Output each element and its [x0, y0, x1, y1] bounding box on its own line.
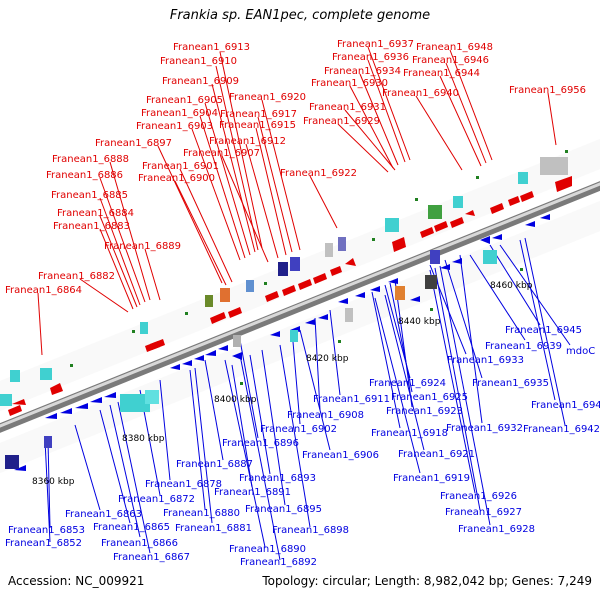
gene-label: Franean1_6915: [219, 120, 296, 131]
gene-label: Franean1_6895: [245, 504, 322, 515]
gene-label: Franean1_6939: [485, 341, 562, 352]
gene-label: Franean1_6937: [337, 39, 414, 50]
gene-label: Franean1_6881: [175, 523, 252, 534]
tick-markers: [70, 150, 568, 385]
gene-label: Franean1_6913: [173, 42, 250, 53]
gene-label: Franean1_6892: [240, 557, 317, 568]
gene-label: Franean1_6918: [371, 428, 448, 439]
gene-label: Franean1_6941: [531, 400, 600, 411]
gene-label: Franean1_6872: [118, 494, 195, 505]
gene-label: Franean1_6912: [209, 136, 286, 147]
gene-label: Franean1_6911: [313, 394, 390, 405]
gene-label: Franean1_6917: [220, 109, 297, 120]
gene-label: Franean1_6909: [162, 76, 239, 87]
gene-label: mdoC: [566, 346, 595, 357]
gene-label: Franean1_6866: [101, 538, 178, 549]
gene-label: Franean1_6896: [222, 438, 299, 449]
gene-label: Franean1_6944: [403, 68, 480, 79]
gene-label: Franean1_6925: [391, 392, 468, 403]
tick-label: 8380 kbp: [122, 434, 165, 444]
gene-label: Franean1_6907: [183, 148, 260, 159]
gene-label: Franean1_6902: [260, 424, 337, 435]
gene-label: Franean1_6890: [229, 544, 306, 555]
gene-label: Franean1_6924: [369, 378, 446, 389]
gene-label: Franean1_6863: [65, 509, 142, 520]
gene-label: Franean1_6865: [93, 522, 170, 533]
gene-label: Franean1_6852: [5, 538, 82, 549]
gene-label: Franean1_6897: [95, 138, 172, 149]
gene-label: Franean1_6910: [160, 56, 237, 67]
gene-label: Franean1_6948: [416, 42, 493, 53]
gene-label: Franean1_6930: [311, 78, 388, 89]
gene-label: Franean1_6885: [51, 190, 128, 201]
gene-label: Franean1_6936: [332, 52, 409, 63]
gene-label: Franean1_6927: [445, 507, 522, 518]
gene-label: Franean1_6919: [393, 473, 470, 484]
gene-label: Franean1_6904: [141, 108, 218, 119]
reverse-connectors: [44, 237, 571, 561]
tick-label: 8460 kbp: [490, 281, 533, 291]
gene-label: Franean1_6887: [176, 459, 253, 470]
forward-genes: [8, 176, 572, 416]
gene-label: Franean1_6922: [280, 168, 357, 179]
reverse-gene-labels: Franean1_6945 mdoC Franean1_6939 Franean…: [5, 325, 600, 568]
gene-label: Franean1_6934: [324, 66, 401, 77]
feature-blocks: [0, 157, 568, 469]
gene-label: Franean1_6935: [472, 378, 549, 389]
gene-label: Franean1_6921: [398, 449, 475, 460]
gene-label: Franean1_6931: [309, 102, 386, 113]
gene-label: Franean1_6853: [8, 525, 85, 536]
gene-label: Franean1_6864: [5, 285, 82, 296]
gene-label: Franean1_6945: [505, 325, 582, 336]
gene-label: Franean1_6884: [57, 208, 134, 219]
gene-label: Franean1_6928: [458, 524, 535, 535]
gene-label: Franean1_6903: [136, 121, 213, 132]
topology-text: Topology: circular; Length: 8,982,042 bp…: [262, 574, 592, 588]
gene-label: Franean1_6946: [412, 55, 489, 66]
gene-label: Franean1_6883: [53, 221, 130, 232]
accession-text: Accession: NC_009921: [8, 574, 145, 588]
gene-label: Franean1_6929: [303, 116, 380, 127]
forward-connectors: [37, 46, 557, 356]
forward-gene-labels: Franean1_6913 Franean1_6910 Franean1_690…: [5, 39, 586, 296]
gene-label: Franean1_6926: [440, 491, 517, 502]
gene-label: Franean1_6923: [386, 406, 463, 417]
gene-label: Franean1_6908: [287, 410, 364, 421]
map-title: Frankia sp. EAN1pec, complete genome: [169, 8, 431, 23]
gene-label: Franean1_6880: [163, 508, 240, 519]
genome-backbone: [0, 181, 600, 433]
gene-label: Franean1_6920: [229, 92, 306, 103]
gene-label: Franean1_6878: [145, 479, 222, 490]
gene-label: Franean1_6901: [142, 161, 219, 172]
gene-label: Franean1_6889: [104, 241, 181, 252]
gene-label: Franean1_6882: [38, 271, 115, 282]
gene-label: Franean1_6888: [52, 154, 129, 165]
tick-label: 8420 kbp: [306, 354, 349, 364]
gene-label: Franean1_6933: [447, 355, 524, 366]
gene-label: Franean1_6886: [46, 170, 123, 181]
gene-label: Franean1_6898: [272, 525, 349, 536]
gene-label: Franean1_6906: [302, 450, 379, 461]
coordinate-ticks: 8360 kbp 8380 kbp 8400 kbp 8420 kbp 8440…: [32, 281, 533, 487]
tick-label: 8400 kbp: [214, 395, 257, 405]
gene-label: Franean1_6893: [239, 473, 316, 484]
gene-label: Franean1_6940: [382, 88, 459, 99]
gene-label: Franean1_6891: [214, 487, 291, 498]
gene-label: Franean1_6942: [523, 424, 600, 435]
tick-label: 8440 kbp: [398, 317, 441, 327]
tick-label: 8360 kbp: [32, 477, 75, 487]
gene-label: Franean1_6956: [509, 85, 586, 96]
gene-label: Franean1_6867: [113, 552, 190, 563]
gene-label: Franean1_6900: [138, 173, 215, 184]
gene-label: Franean1_6905: [146, 95, 223, 106]
gene-label: Franean1_6932: [446, 423, 523, 434]
